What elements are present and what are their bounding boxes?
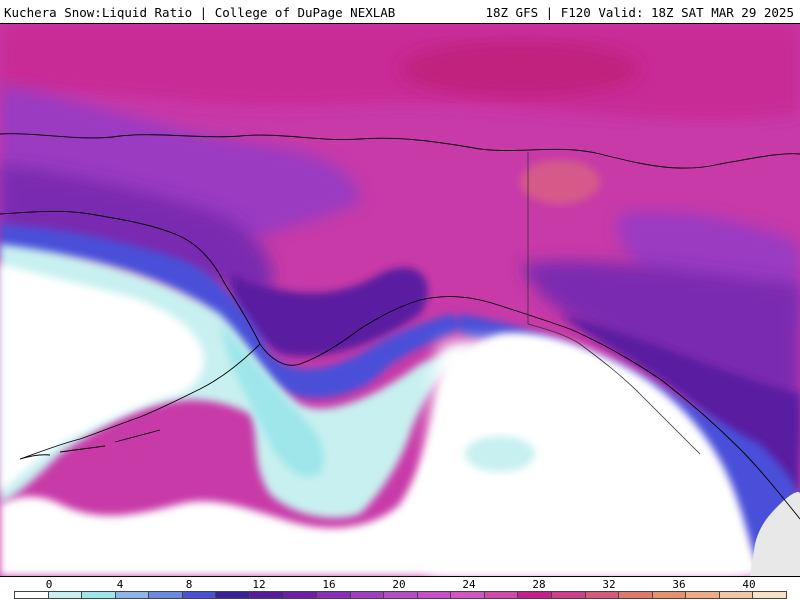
colorbar-swatch	[148, 591, 183, 599]
coastline-peninsula	[19, 343, 261, 460]
snow-ratio-map	[0, 24, 800, 576]
field-deep-purple-south	[230, 267, 428, 357]
colorbar-swatch	[282, 591, 318, 599]
colorbar-swatch	[651, 591, 687, 599]
colorbar-legend: 0 4 8 12 16 20 24 28 32 36 40	[0, 576, 800, 600]
colorbar-swatch	[47, 591, 83, 599]
colorbar-tick-label: 4	[116, 578, 124, 591]
coastline-arctic	[0, 133, 800, 169]
colorbar-swatch	[718, 591, 754, 599]
colorbar-tick-label: 16	[322, 578, 336, 591]
colorbar-swatch	[248, 591, 284, 599]
colorbar-swatch	[181, 591, 217, 599]
header-bar: Kuchera Snow:Liquid Ratio | College of D…	[0, 0, 800, 24]
map-canvas	[0, 24, 800, 576]
borders	[527, 152, 701, 455]
border-panhandle	[527, 323, 701, 455]
colorbar-tick-label: 20	[392, 578, 406, 591]
colorbar-swatch	[584, 591, 620, 599]
colorbar-swatch	[551, 591, 586, 599]
field-high-ratio-band	[0, 24, 800, 120]
aleutian-islands	[19, 429, 161, 460]
colorbar-swatch	[14, 591, 49, 599]
coastline-gulf	[0, 210, 800, 520]
field-peak-yukon	[520, 160, 600, 204]
colorbar-swatch	[483, 591, 519, 599]
colorbar-tick-label: 28	[532, 578, 546, 591]
field-purple-west	[0, 164, 273, 294]
coastlines	[0, 133, 800, 520]
field-teal-gulf	[220, 324, 324, 477]
colorbar-tick-label: 0	[45, 578, 53, 591]
colorbar-swatch	[316, 591, 351, 599]
colorbar-swatch	[517, 591, 553, 599]
colorbar-swatch	[618, 591, 653, 599]
colorbar-swatch	[685, 591, 720, 599]
colorbar-tick-label: 32	[602, 578, 616, 591]
colorbar-tick-label: 12	[252, 578, 266, 591]
field-white-gulf-south	[424, 339, 750, 576]
model-run-info: 18Z GFS | F120 Valid: 18Z SAT MAR 29 202…	[485, 5, 794, 20]
colorbar-swatch	[349, 591, 385, 599]
field-cyan-patch	[465, 436, 535, 472]
colorbar-tick-label: 40	[742, 578, 756, 591]
land-out-of-domain	[750, 492, 800, 576]
colorbar-swatch	[752, 591, 787, 599]
field-white-west	[0, 264, 204, 494]
colorbar-swatch	[81, 591, 116, 599]
colorbar-swatch	[416, 591, 452, 599]
colorbar-tick-label: 36	[672, 578, 686, 591]
colorbar-swatch	[114, 591, 150, 599]
field-max-north	[400, 41, 640, 97]
colorbar-tick-label: 8	[185, 578, 193, 591]
product-title: Kuchera Snow:Liquid Ratio | College of D…	[4, 5, 396, 20]
colorbar-swatch	[450, 591, 485, 599]
colorbar-tick-label: 24	[462, 578, 476, 591]
field-blue-coastal	[0, 224, 470, 398]
colorbar-swatch	[215, 591, 250, 599]
colorbar-swatch	[383, 591, 418, 599]
